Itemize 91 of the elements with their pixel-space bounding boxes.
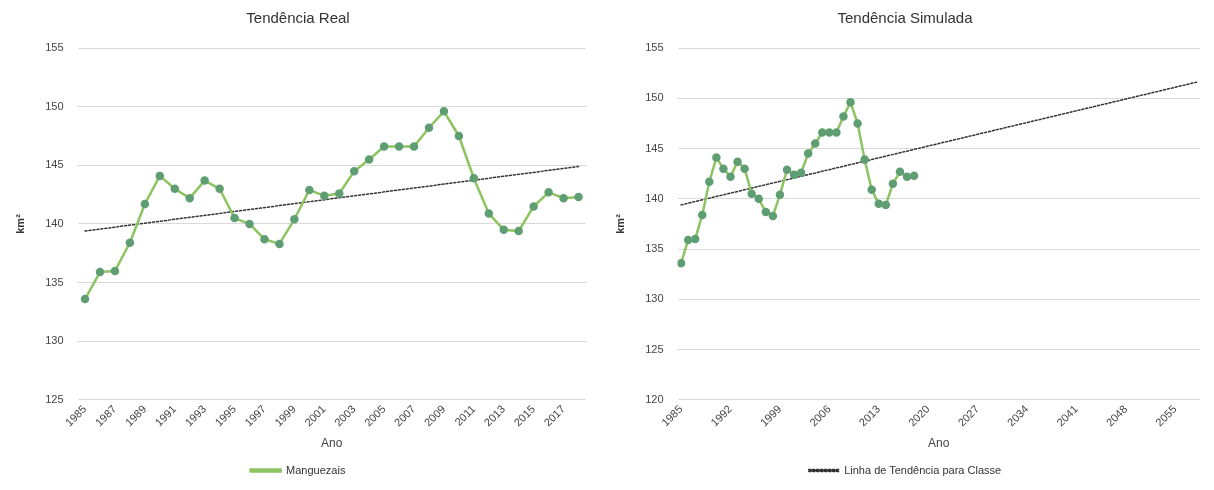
point — [140, 199, 150, 209]
point — [719, 164, 728, 173]
point — [200, 176, 209, 185]
point — [80, 294, 90, 304]
point — [825, 128, 834, 137]
point — [514, 226, 523, 236]
y-tick-label: 155 — [645, 41, 664, 54]
point — [747, 189, 756, 199]
point — [170, 184, 180, 194]
x-axis-title: Ano — [321, 436, 343, 451]
point — [733, 157, 742, 166]
chart-title: Tendência Simulada — [837, 9, 974, 27]
point — [110, 266, 120, 276]
y-tick-label: 145 — [45, 158, 64, 171]
point — [895, 167, 905, 176]
point — [677, 258, 686, 268]
point — [853, 119, 862, 128]
point — [320, 191, 329, 201]
point — [803, 149, 813, 158]
point — [867, 185, 876, 195]
point — [754, 194, 763, 204]
y-tick-label: 145 — [645, 141, 664, 154]
point — [484, 209, 494, 218]
point — [125, 238, 135, 247]
point — [499, 225, 508, 235]
point — [860, 155, 869, 164]
point — [683, 235, 693, 245]
point — [394, 142, 404, 151]
y-axis-title: km² — [13, 213, 26, 234]
point — [846, 98, 855, 107]
point — [705, 177, 714, 186]
point — [782, 165, 792, 174]
point — [245, 219, 254, 229]
point — [698, 210, 707, 220]
y-tick-label: 155 — [45, 41, 64, 54]
point — [260, 234, 269, 244]
point — [768, 211, 778, 221]
point — [559, 193, 568, 203]
point — [409, 142, 419, 151]
point — [818, 128, 827, 137]
y-tick-label: 125 — [45, 392, 64, 405]
point — [215, 184, 224, 194]
point — [349, 166, 359, 176]
point — [439, 107, 449, 116]
point — [690, 234, 700, 244]
y-tick-label: 150 — [645, 91, 664, 104]
point — [469, 173, 479, 183]
point — [574, 192, 583, 202]
point — [874, 199, 884, 209]
point — [155, 171, 165, 181]
point — [902, 172, 912, 181]
point — [335, 189, 344, 198]
point — [424, 123, 434, 133]
point — [454, 131, 464, 141]
point — [775, 190, 785, 200]
x-axis-title: Ano — [928, 436, 950, 451]
point — [185, 193, 194, 203]
y-tick-label: 135 — [645, 242, 664, 255]
y-tick-label: 150 — [45, 99, 64, 112]
y-tick-label: 140 — [45, 217, 64, 230]
y-tick-label: 120 — [645, 392, 664, 405]
point — [305, 185, 314, 195]
y-tick-label: 130 — [645, 292, 664, 305]
point — [832, 128, 841, 137]
point — [230, 213, 239, 223]
point — [909, 171, 919, 180]
point — [740, 164, 749, 173]
point — [888, 179, 898, 189]
point — [796, 168, 806, 177]
y-tick-label: 135 — [45, 275, 64, 288]
legend-label: Linha de Tendência para Classe — [844, 463, 1002, 476]
point — [544, 188, 553, 197]
point — [529, 202, 538, 211]
legend-label: Manguezais — [286, 463, 346, 476]
point — [275, 239, 284, 249]
point — [789, 170, 799, 179]
y-tick-label: 130 — [45, 334, 64, 347]
point — [379, 142, 389, 151]
point — [290, 215, 299, 224]
y-axis-title: km² — [613, 213, 626, 234]
point — [761, 207, 771, 217]
point — [726, 172, 735, 181]
y-tick-label: 125 — [645, 342, 664, 355]
point — [712, 153, 721, 162]
chart-title: Tendência Real — [246, 9, 350, 27]
point — [839, 112, 848, 121]
point — [881, 200, 891, 210]
point — [810, 139, 820, 148]
point — [364, 155, 374, 164]
point — [95, 267, 105, 277]
y-tick-label: 140 — [645, 191, 664, 204]
